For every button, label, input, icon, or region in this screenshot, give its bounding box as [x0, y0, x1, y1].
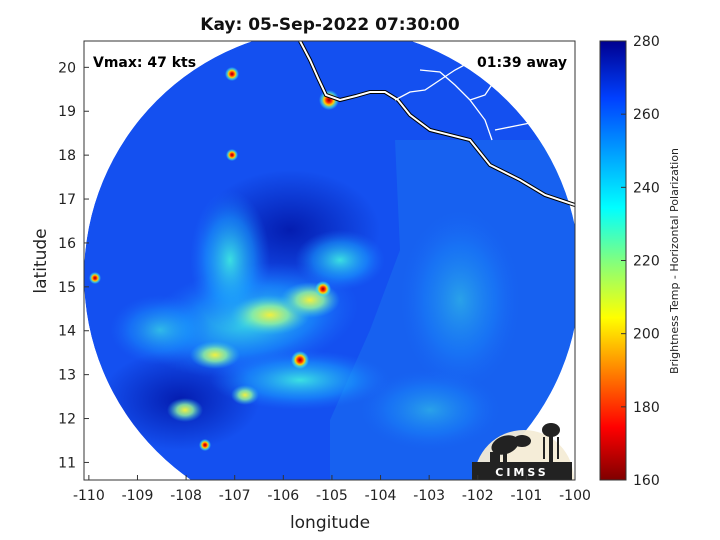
- microwave-swath: [84, 41, 575, 480]
- x-tick-label: -104: [365, 488, 397, 504]
- colorbar-tick-label: 200: [633, 327, 660, 343]
- x-tick-label: -100: [559, 488, 591, 504]
- colorbar-label: Brightness Temp - Horizontal Polarizatio…: [668, 148, 681, 374]
- x-axis-label: longitude: [290, 513, 370, 533]
- colorbar-tick-label: 260: [633, 107, 660, 123]
- x-tick-label: -106: [267, 488, 299, 504]
- x-tick-label: -103: [413, 488, 445, 504]
- y-tick-label: 19: [58, 104, 76, 120]
- x-tick-label: -107: [219, 488, 251, 504]
- x-tick-label: -101: [510, 488, 542, 504]
- x-tick-label: -102: [462, 488, 494, 504]
- x-axis: -110 -109 -108 -107 -106 -105 -104 -103 -102 -101…: [73, 475, 591, 504]
- y-tick-label: 13: [58, 368, 76, 384]
- y-tick-label: 14: [58, 324, 76, 340]
- colorbar-tick-label: 280: [633, 34, 660, 50]
- state-boundaries: [394, 41, 575, 161]
- colorbar-tick-label: 220: [633, 254, 660, 270]
- logo-text: CIMSS: [495, 466, 548, 479]
- plot-frame: [83, 40, 576, 481]
- cimss-logo: CIMSS: [472, 423, 574, 480]
- y-axis-label: latitude: [31, 228, 51, 293]
- colorbar-ticks: 160 180 200 220 240 260 280: [621, 34, 660, 489]
- figure-title: Kay: 05-Sep-2022 07:30:00: [200, 15, 460, 35]
- x-tick-label: -105: [316, 488, 348, 504]
- y-tick-label: 20: [58, 60, 76, 76]
- colorbar-tick-label: 160: [633, 473, 660, 489]
- vmax-label: Vmax: 47 kts: [93, 55, 196, 71]
- y-tick-label: 15: [58, 280, 76, 296]
- colorbar-tick-label: 180: [633, 400, 660, 416]
- time-away-label: 01:39 away: [477, 55, 567, 71]
- y-tick-label: 16: [58, 236, 76, 252]
- y-tick-label: 17: [58, 192, 76, 208]
- x-tick-label: -108: [170, 488, 202, 504]
- y-tick-label: 12: [58, 412, 76, 428]
- x-tick-label: -110: [73, 488, 105, 504]
- colorbar-tick-label: 240: [633, 180, 660, 196]
- x-tick-label: -109: [122, 488, 154, 504]
- colorbar: 160 180 200 220 240 260 280 Brightness Temp - …: [599, 34, 681, 489]
- y-axis: 11 12 13 14 15 16 17 18 19 20: [58, 60, 89, 471]
- plot-area: CIMSS Vmax: 47 kts 01:39 away: [83, 40, 576, 481]
- y-tick-label: 18: [58, 148, 76, 164]
- y-tick-label: 11: [58, 455, 76, 471]
